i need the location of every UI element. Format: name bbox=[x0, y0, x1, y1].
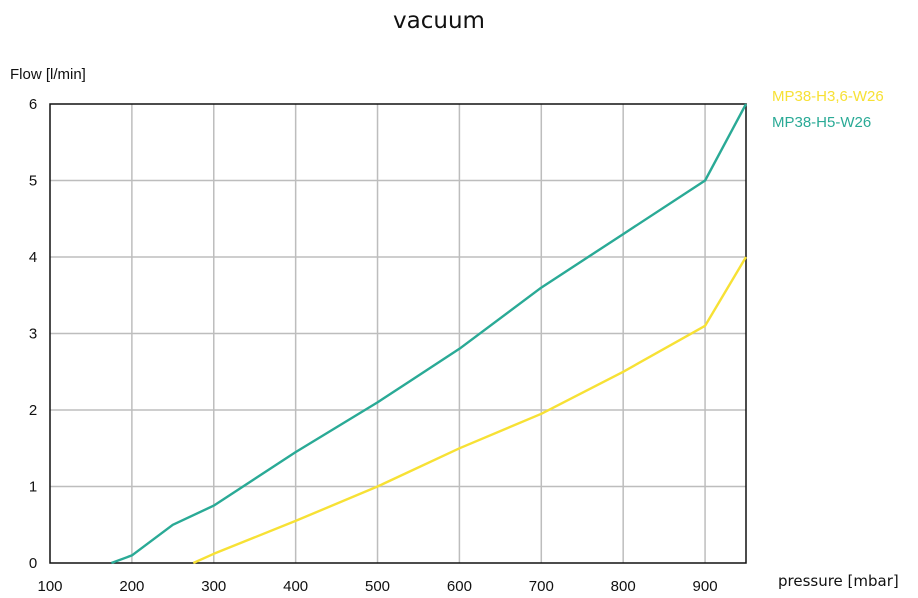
y-tick-label-0: 0 bbox=[29, 555, 37, 572]
y-tick-label-5: 5 bbox=[29, 173, 37, 190]
series-line-1 bbox=[192, 256, 748, 565]
x-tick-label-600: 600 bbox=[447, 578, 472, 595]
x-tick-label-900: 900 bbox=[693, 578, 718, 595]
x-tick-label-800: 800 bbox=[611, 578, 636, 595]
y-tick-label-6: 6 bbox=[29, 96, 37, 113]
y-tick-label-2: 2 bbox=[29, 402, 37, 419]
legend-entry-mp38-h3-6-w26: MP38-H3,6-W26 bbox=[772, 88, 884, 105]
y-tick-label-4: 4 bbox=[29, 249, 37, 266]
chart-title: vacuum bbox=[393, 8, 485, 34]
y-tick-label-3: 3 bbox=[29, 326, 37, 343]
x-tick-label-100: 100 bbox=[37, 578, 62, 595]
x-axis-label: pressure [mbar] bbox=[778, 572, 899, 590]
x-tick-label-300: 300 bbox=[201, 578, 226, 595]
y-tick-label-1: 1 bbox=[29, 479, 37, 496]
x-tick-label-700: 700 bbox=[529, 578, 554, 595]
y-axis-label: Flow [l/min] bbox=[10, 66, 86, 83]
series-line-2 bbox=[110, 103, 748, 565]
legend-entry-mp38-h5-w26: MP38-H5-W26 bbox=[772, 114, 872, 131]
x-tick-label-400: 400 bbox=[283, 578, 308, 595]
plot-frame bbox=[49, 103, 747, 564]
x-tick-label-200: 200 bbox=[119, 578, 144, 595]
x-tick-label-500: 500 bbox=[365, 578, 390, 595]
